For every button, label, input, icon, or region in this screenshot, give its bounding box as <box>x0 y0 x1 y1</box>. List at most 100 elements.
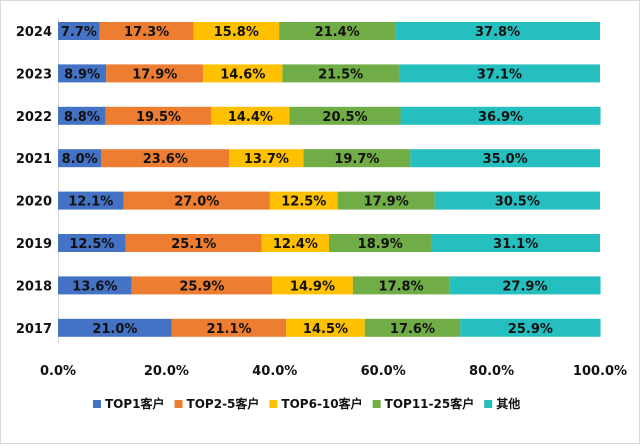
data-label: 12.5% <box>281 195 326 210</box>
bar-segment <box>171 318 287 337</box>
bar-segment <box>193 22 280 40</box>
bar-segment <box>58 234 126 252</box>
legend-label: TOP6-10客户 <box>281 396 362 411</box>
legend-swatch <box>93 400 101 408</box>
bar-segment <box>460 318 601 337</box>
data-label: 15.8% <box>214 25 259 40</box>
data-label: 35.0% <box>483 152 528 167</box>
data-label: 25.1% <box>171 237 216 252</box>
data-label: 17.3% <box>124 25 169 40</box>
data-label: 8.9% <box>64 67 100 82</box>
bar-segment <box>352 276 450 295</box>
data-label: 21.5% <box>318 67 363 82</box>
bar-segment <box>99 22 194 40</box>
bar-segment <box>410 149 600 168</box>
x-tick-label: 100.0% <box>573 364 627 379</box>
bar-segment <box>400 106 601 125</box>
data-label: 25.9% <box>508 322 553 337</box>
data-label: 14.9% <box>290 279 335 294</box>
bar-segment <box>211 106 290 125</box>
bar-segment <box>58 22 100 40</box>
data-label: 13.7% <box>244 152 289 167</box>
y-tick-label: 2017 <box>16 322 52 337</box>
data-label: 12.5% <box>69 237 114 252</box>
data-label: 18.9% <box>358 237 403 252</box>
bar-segment <box>329 234 432 252</box>
legend-swatch <box>269 400 278 408</box>
data-label: 20.5% <box>322 110 367 125</box>
bar-segment <box>279 22 396 40</box>
bar-segment <box>58 191 124 210</box>
legend-label: TOP1客户 <box>105 396 165 411</box>
bar-segment <box>303 149 411 168</box>
bar-segment <box>272 276 353 295</box>
bar-segment <box>449 276 601 295</box>
data-label: 25.9% <box>179 279 224 294</box>
y-tick-label: 2019 <box>16 237 52 252</box>
y-tick-label: 2023 <box>16 67 52 82</box>
data-label: 27.0% <box>174 195 219 210</box>
bar-segment <box>398 64 600 83</box>
legend-swatch <box>372 400 381 408</box>
x-tick-label: 20.0% <box>144 364 189 379</box>
bar-segment <box>261 234 329 252</box>
y-tick-label: 2022 <box>16 110 52 125</box>
bar-segment <box>289 106 401 125</box>
bar-segment <box>58 318 172 337</box>
data-label: 12.4% <box>273 237 318 252</box>
bar-segment <box>286 318 365 337</box>
bar-segment <box>58 106 106 125</box>
legend-label: TOP2-5客户 <box>187 396 260 411</box>
data-label: 8.8% <box>64 110 100 125</box>
bar-segment <box>105 106 212 125</box>
legend-swatch <box>484 400 493 408</box>
bar-segment <box>106 64 204 83</box>
y-tick-label: 2024 <box>16 25 52 40</box>
legend-swatch <box>174 400 183 408</box>
data-label: 7.7% <box>61 25 97 40</box>
data-label: 21.1% <box>206 322 251 337</box>
bar-segment <box>229 149 304 168</box>
data-label: 19.5% <box>136 110 181 125</box>
data-label: 27.9% <box>502 279 547 294</box>
bar-segment <box>131 276 273 295</box>
bar-segment <box>125 234 262 252</box>
bar-segment <box>203 64 283 83</box>
data-label: 14.5% <box>303 322 348 337</box>
data-label: 17.9% <box>132 67 177 82</box>
bar-segment <box>395 22 600 40</box>
bar-segment <box>431 234 600 252</box>
x-tick-label: 60.0% <box>361 364 406 379</box>
data-label: 37.8% <box>475 25 520 40</box>
y-tick-label: 2020 <box>16 195 52 210</box>
data-label: 23.6% <box>143 152 188 167</box>
data-label: 30.5% <box>495 195 540 210</box>
y-tick-label: 2021 <box>16 152 52 167</box>
x-tick-label: 40.0% <box>252 364 297 379</box>
data-label: 21.4% <box>315 25 360 40</box>
x-tick-label: 0.0% <box>40 364 76 379</box>
data-label: 21.0% <box>92 322 137 337</box>
data-label: 14.6% <box>220 67 265 82</box>
data-label: 13.6% <box>72 279 117 294</box>
bar-segment <box>434 191 600 210</box>
data-label: 17.9% <box>364 195 409 210</box>
data-label: 17.8% <box>379 279 424 294</box>
bar-segment <box>101 149 230 168</box>
data-label: 36.9% <box>478 110 523 125</box>
data-label: 31.1% <box>493 237 538 252</box>
y-tick-label: 2018 <box>16 279 52 294</box>
bar-segment <box>269 191 338 210</box>
legend-label: TOP11-25客户 <box>385 396 475 411</box>
bar-segment <box>123 191 270 210</box>
bar-segment <box>58 149 102 168</box>
data-label: 19.7% <box>334 152 379 167</box>
data-label: 12.1% <box>68 195 113 210</box>
data-label: 37.1% <box>477 67 522 82</box>
bar-segment <box>337 191 435 210</box>
bar-segment <box>364 318 461 337</box>
legend-label: 其他 <box>496 396 520 411</box>
bar-segment <box>282 64 399 83</box>
